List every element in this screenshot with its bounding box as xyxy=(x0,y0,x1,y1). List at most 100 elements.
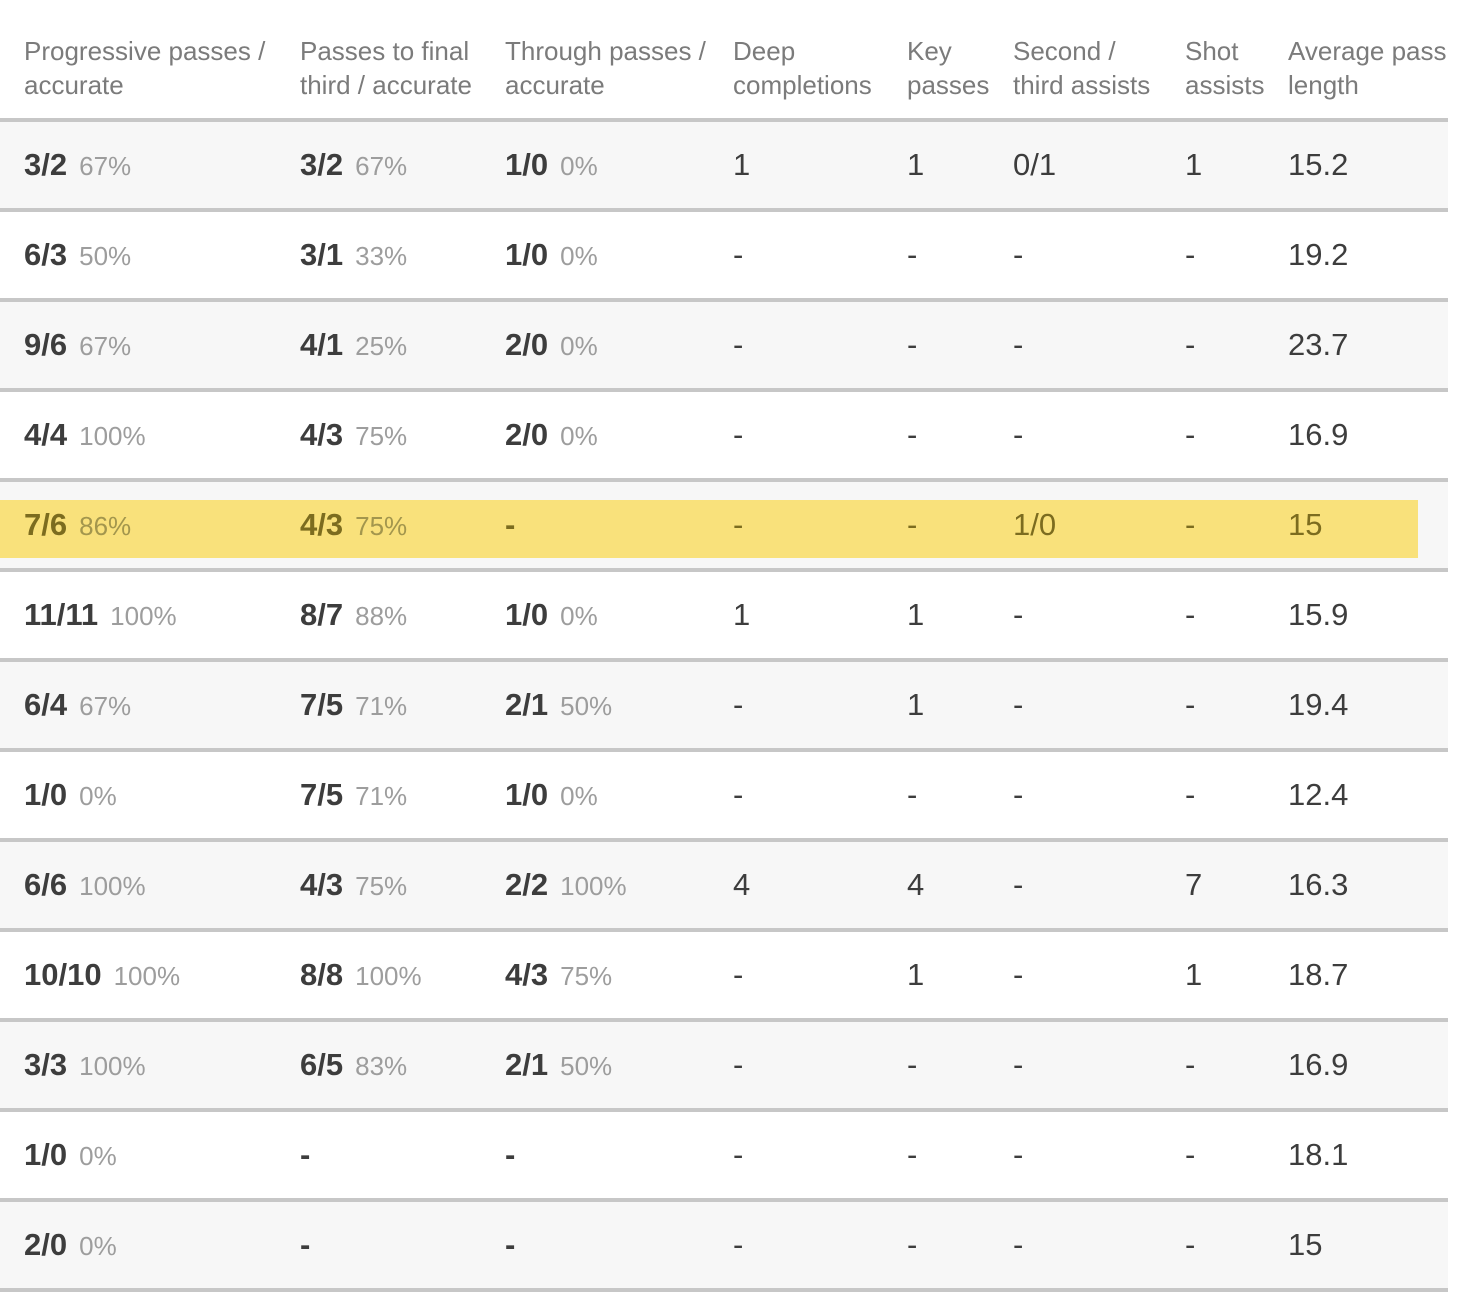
cell-value: 19.2 xyxy=(1288,237,1349,272)
table-cell: - xyxy=(907,1137,1013,1173)
cell-value: 3/3 xyxy=(24,1047,68,1082)
cell-percent: 50% xyxy=(560,1051,613,1081)
table-row[interactable]: 6/6 100% 4/3 75% 2/2 100% 4 4 - 7 16.3 xyxy=(0,842,1448,932)
table-row[interactable]: 4/4 100% 4/3 75% 2/0 0% - - - - 16.9 xyxy=(0,392,1448,482)
table-cell: 2/0 0% xyxy=(0,1227,300,1263)
cell-value: 1 xyxy=(907,147,925,182)
cell-percent: 75% xyxy=(355,871,408,901)
cell-value: - xyxy=(1013,867,1024,902)
cell-percent: 0% xyxy=(79,1141,117,1171)
table-row[interactable]: 3/2 67% 3/2 67% 1/0 0% 1 1 0/1 1 15.2 xyxy=(0,122,1448,212)
table-cell: - xyxy=(1185,327,1288,363)
cell-value: - xyxy=(505,1227,516,1262)
table-cell: 1 xyxy=(907,147,1013,183)
cell-value: 1 xyxy=(1185,957,1203,992)
table-cell: 11/11 100% xyxy=(0,597,300,633)
table-cell: - xyxy=(1185,687,1288,723)
col-header-label: Average pass length xyxy=(1288,36,1447,100)
cell-value: - xyxy=(1013,237,1024,272)
cell-percent: 100% xyxy=(113,961,181,991)
cell-value: - xyxy=(907,1047,918,1082)
table-cell: 7/5 71% xyxy=(300,777,505,813)
cell-value: - xyxy=(733,417,744,452)
table-body: 3/2 67% 3/2 67% 1/0 0% 1 1 0/1 1 15.2 6/3 50… xyxy=(0,122,1448,1292)
table-cell: - xyxy=(733,417,907,453)
table-row[interactable]: 9/6 67% 4/1 25% 2/0 0% - - - - 23.7 xyxy=(0,302,1448,392)
table-cell: - xyxy=(1013,687,1185,723)
table-cell: - xyxy=(907,777,1013,813)
cell-value: 7 xyxy=(1185,867,1203,902)
cell-value: 1 xyxy=(733,147,751,182)
table-cell: 6/6 100% xyxy=(0,867,300,903)
table-cell: 2/1 50% xyxy=(505,687,733,723)
table-cell: - xyxy=(1185,1137,1288,1173)
col-header-label: Key passes xyxy=(907,36,990,100)
cell-value: - xyxy=(300,1227,311,1262)
cell-value: 7/5 xyxy=(300,687,344,722)
cell-percent: 100% xyxy=(79,421,146,451)
cell-percent: 71% xyxy=(355,781,408,811)
cell-percent: 83% xyxy=(355,1051,408,1081)
table-cell: - xyxy=(300,1227,505,1263)
cell-value: - xyxy=(733,1137,744,1172)
cell-value: 1/0 xyxy=(505,777,549,812)
table-cell: 2/2 100% xyxy=(505,867,733,903)
cell-value: 4/1 xyxy=(300,327,344,362)
table-row[interactable]: 7/6 86% 4/3 75% - - - 1/0 - 15 xyxy=(0,482,1448,572)
table-row[interactable]: 10/10 100% 8/8 100% 4/3 75% - 1 - 1 18.7 xyxy=(0,932,1448,1022)
cell-value: - xyxy=(907,417,918,452)
table-row[interactable]: 11/11 100% 8/7 88% 1/0 0% 1 1 - - 15.9 xyxy=(0,572,1448,662)
col-header-label: Through passes / accurate xyxy=(505,36,706,100)
cell-value: 23.7 xyxy=(1288,327,1349,362)
table-cell: - xyxy=(907,1227,1013,1263)
cell-value: 6/5 xyxy=(300,1047,344,1082)
table-cell: 3/3 100% xyxy=(0,1047,300,1083)
table-cell: - xyxy=(1013,1047,1185,1083)
table-cell: - xyxy=(907,1047,1013,1083)
table-cell: 3/2 67% xyxy=(300,147,505,183)
cell-value: 10/10 xyxy=(24,957,102,992)
table-cell: - xyxy=(1013,1137,1185,1173)
cell-value: 1/0 xyxy=(505,147,549,182)
cell-value: 1 xyxy=(907,597,925,632)
cell-percent: 67% xyxy=(79,151,132,181)
table-cell: 18.1 xyxy=(1288,1137,1448,1173)
col-header-label: Deep completions xyxy=(733,36,872,100)
table-row[interactable]: 1/0 0% - - - - - - 18.1 xyxy=(0,1112,1448,1202)
cell-value: - xyxy=(907,327,918,362)
table-cell: 0/1 xyxy=(1013,147,1185,183)
cell-percent: 0% xyxy=(560,601,598,631)
table-cell: - xyxy=(1185,507,1288,543)
table-row[interactable]: 6/4 67% 7/5 71% 2/1 50% - 1 - - 19.4 xyxy=(0,662,1448,752)
table-row[interactable]: 6/3 50% 3/1 33% 1/0 0% - - - - 19.2 xyxy=(0,212,1448,302)
table-cell: - xyxy=(1185,597,1288,633)
cell-value: 15.2 xyxy=(1288,147,1349,182)
table-row[interactable]: 3/3 100% 6/5 83% 2/1 50% - - - - 16.9 xyxy=(0,1022,1448,1112)
cell-value: 4/3 xyxy=(505,957,549,992)
table-cell: 4/3 75% xyxy=(300,417,505,453)
table-cell: - xyxy=(733,777,907,813)
table-cell: 19.4 xyxy=(1288,687,1448,723)
cell-value: - xyxy=(1185,1227,1196,1262)
cell-percent: 71% xyxy=(355,691,408,721)
table-cell: - xyxy=(1013,1227,1185,1263)
cell-value: 9/6 xyxy=(24,327,68,362)
cell-percent: 0% xyxy=(560,421,598,451)
cell-value: 16.3 xyxy=(1288,867,1349,902)
cell-value: - xyxy=(1185,237,1196,272)
table-cell: - xyxy=(1185,417,1288,453)
cell-value: - xyxy=(733,687,744,722)
cell-value: - xyxy=(907,507,918,542)
table-cell: 15.9 xyxy=(1288,597,1448,633)
cell-value: 1/0 xyxy=(24,777,68,812)
cell-value: 16.9 xyxy=(1288,1047,1349,1082)
table-cell: 15 xyxy=(1288,507,1448,543)
table-cell: 18.7 xyxy=(1288,957,1448,993)
col-header-label: Passes to final third / accurate xyxy=(300,36,472,100)
cell-value: - xyxy=(1013,597,1024,632)
table-row[interactable]: 2/0 0% - - - - - - 15 xyxy=(0,1202,1448,1292)
cell-value: 7/6 xyxy=(24,507,68,542)
table-row[interactable]: 1/0 0% 7/5 71% 1/0 0% - - - - 12.4 xyxy=(0,752,1448,842)
table-cell: 10/10 100% xyxy=(0,957,300,993)
cell-value: 1 xyxy=(1185,147,1203,182)
